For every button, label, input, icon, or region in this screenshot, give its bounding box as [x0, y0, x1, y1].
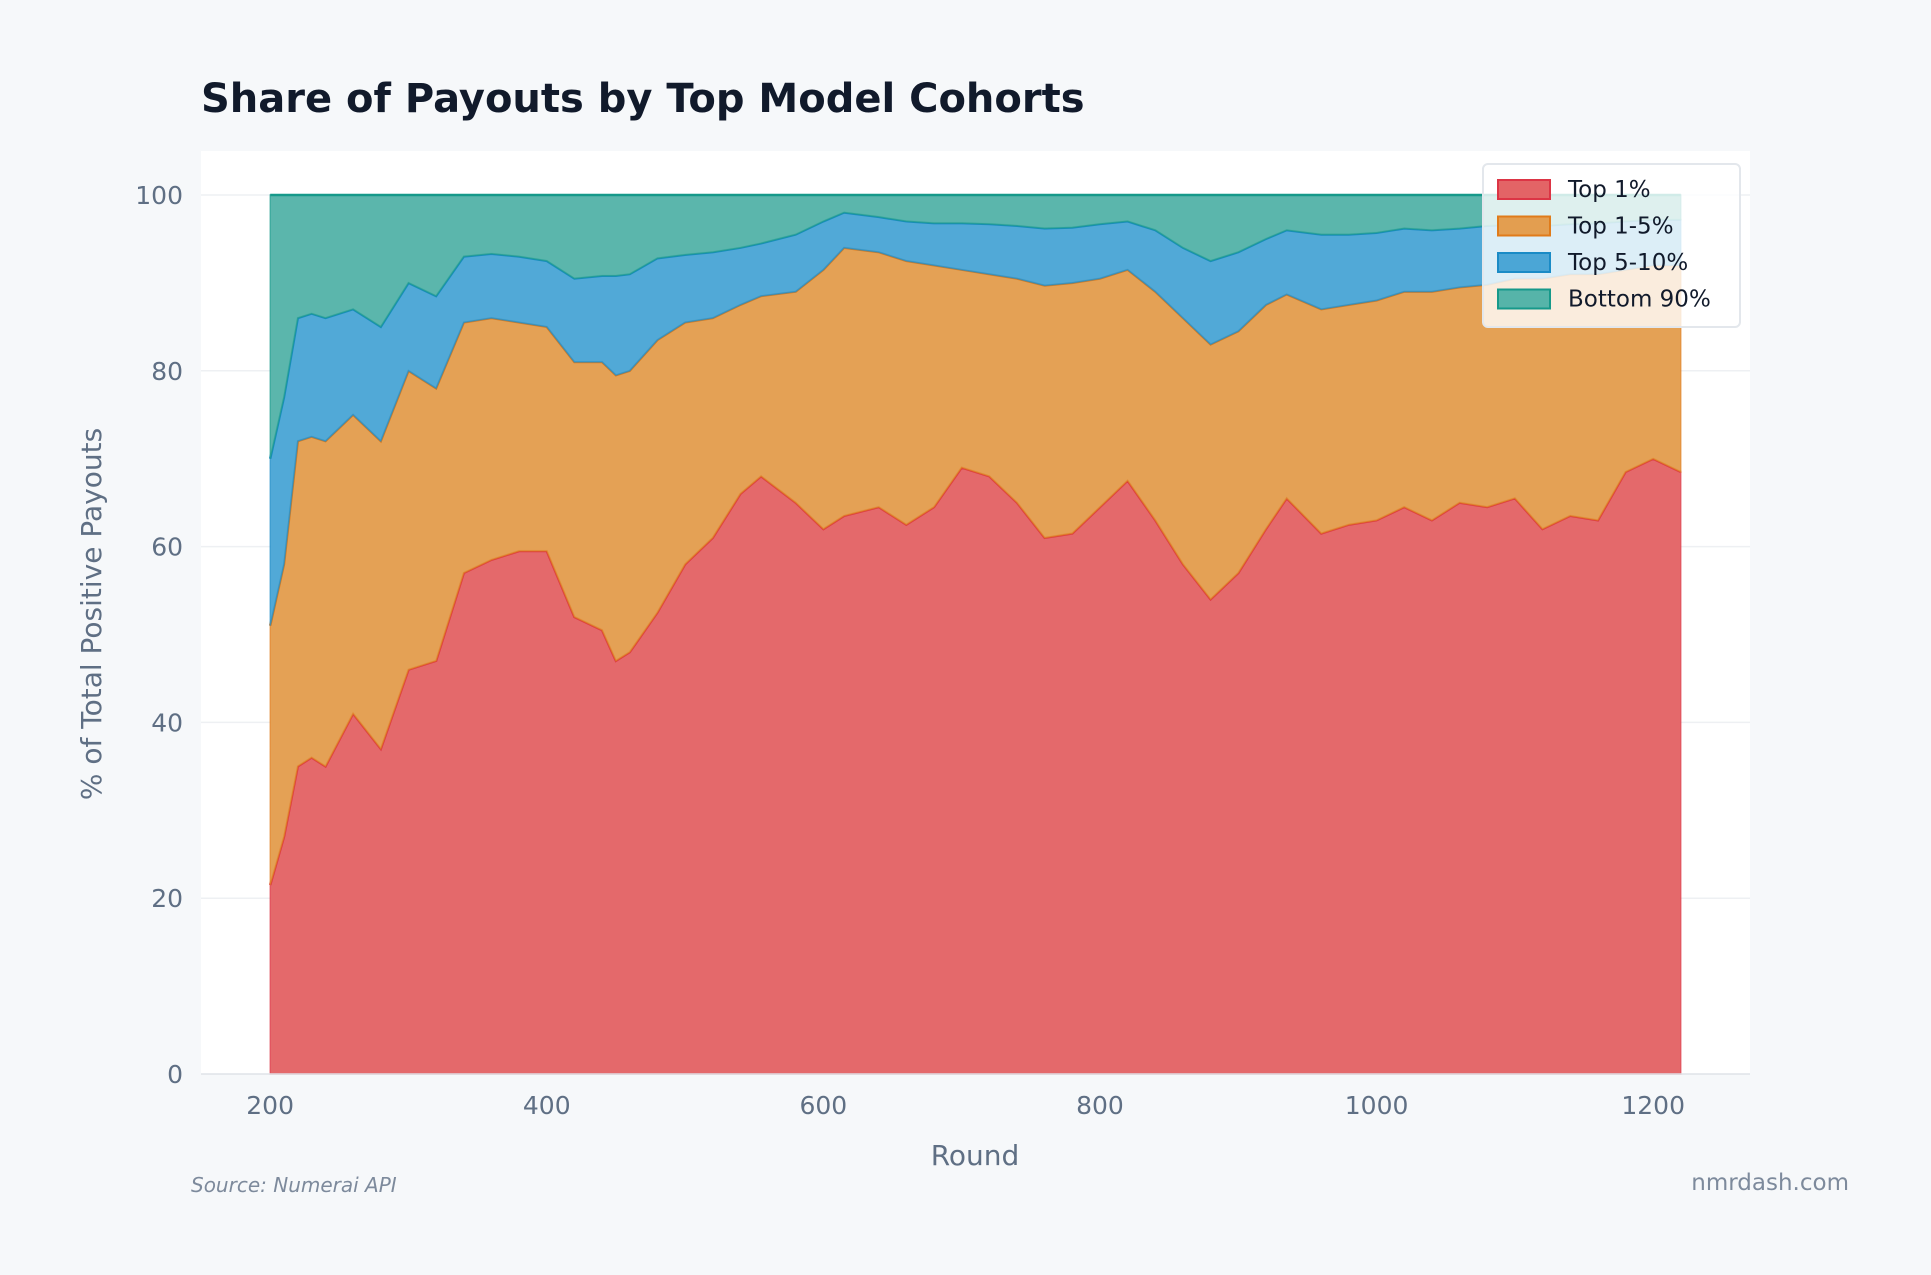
chart-title: Share of Payouts by Top Model Cohorts: [201, 76, 1085, 122]
legend-swatch: [1497, 252, 1551, 273]
y-axis-label: % of Total Positive Payouts: [75, 428, 108, 800]
areas: [268, 193, 1682, 1075]
x-tick-label: 1000: [1345, 1091, 1409, 1120]
legend-label: Top 1-5%: [1567, 214, 1674, 240]
y-tick-label: 100: [135, 181, 183, 210]
legend-swatch: [1497, 288, 1551, 310]
x-tick-label: 400: [523, 1091, 571, 1120]
legend-box: [1482, 163, 1741, 328]
x-tick-label: 600: [800, 1091, 848, 1120]
legend-label: Top 5-10%: [1567, 250, 1688, 276]
x-axis-label: Round: [931, 1139, 1020, 1172]
legend-swatch: [1497, 179, 1551, 200]
x-ticks: 200 400 600 800 1000 1200: [246, 1091, 1685, 1120]
y-tick-label: 80: [151, 357, 183, 386]
x-tick-label: 800: [1076, 1091, 1124, 1120]
legend-label: Top 1%: [1567, 177, 1651, 203]
legend-label: Bottom 90%: [1568, 287, 1711, 313]
x-tick-label: 1200: [1621, 1091, 1685, 1120]
legend-swatch: [1497, 215, 1551, 237]
y-tick-label: 0: [167, 1060, 183, 1089]
legend: Top 1% Top 1-5% Top 5-10% Bottom 90%: [1482, 163, 1741, 328]
y-ticks: 0 20 40 60 80 100: [135, 181, 183, 1089]
y-tick-label: 40: [151, 708, 183, 737]
y-tick-label: 60: [151, 533, 183, 562]
y-tick-label: 20: [151, 884, 183, 913]
x-tick-label: 200: [246, 1091, 294, 1120]
source-note: Source: Numerai API: [191, 1173, 397, 1197]
brand-watermark: nmrdash.com: [1691, 1170, 1849, 1196]
